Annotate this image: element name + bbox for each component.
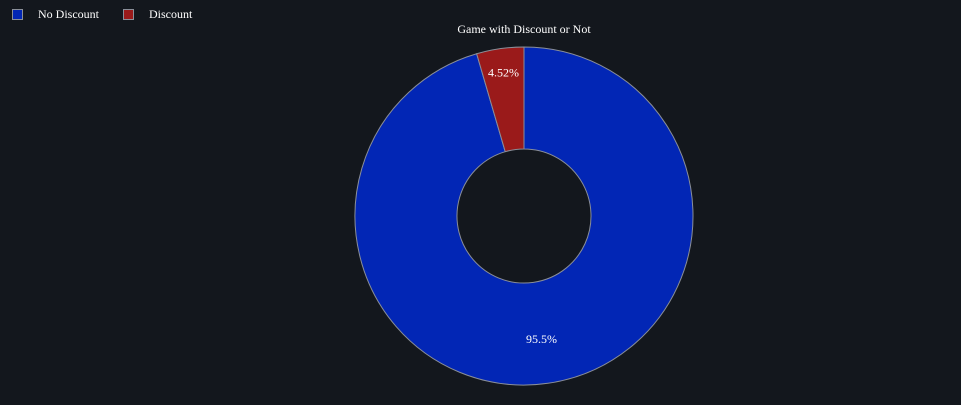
slice-label-no-discount: 95.5% (526, 332, 557, 346)
slice-label-discount: 4.52% (488, 65, 519, 79)
